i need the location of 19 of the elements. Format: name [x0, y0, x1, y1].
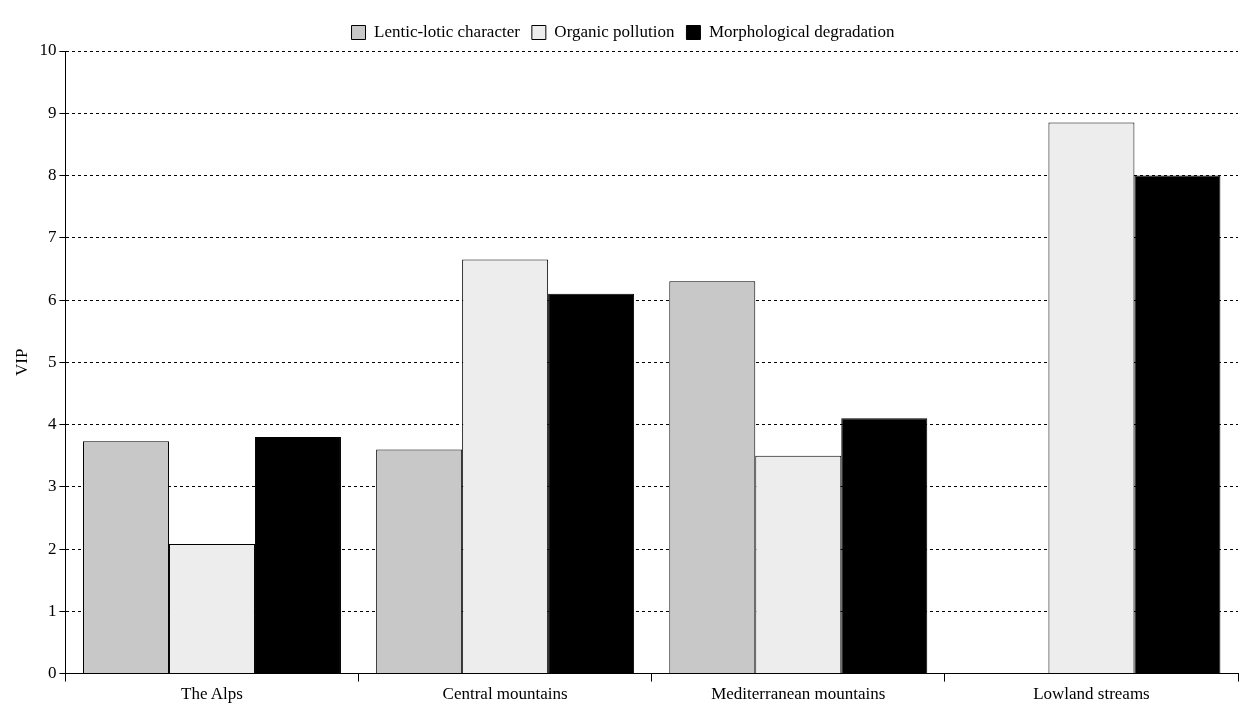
y-tick-label: 7	[47, 227, 57, 247]
x-tick-label: Lowland streams	[1033, 684, 1150, 704]
y-tick-label: 0	[47, 663, 57, 683]
y-axis-title: VIP	[11, 348, 31, 376]
y-tick-label: 3	[47, 476, 57, 496]
y-tick-label: 2	[47, 538, 57, 558]
y-tick-label: 10	[39, 40, 57, 60]
x-tick-label: Central mountains	[442, 684, 568, 704]
y-tick-label: 5	[47, 351, 57, 371]
legend-label: Lentic-lotic character	[374, 21, 521, 41]
y-tick-label: 1	[47, 600, 57, 620]
x-tick-label: Mediterranean mountains	[711, 684, 886, 704]
y-tick-label: 6	[47, 289, 57, 309]
y-tick-label: 4	[47, 414, 57, 434]
legend-label: Organic pollution	[554, 21, 675, 41]
y-tick-label: 9	[47, 102, 57, 122]
legend-label: Morphological degradation	[708, 21, 895, 41]
y-tick-label: 8	[47, 164, 57, 184]
x-tick-label: The Alps	[181, 684, 243, 704]
